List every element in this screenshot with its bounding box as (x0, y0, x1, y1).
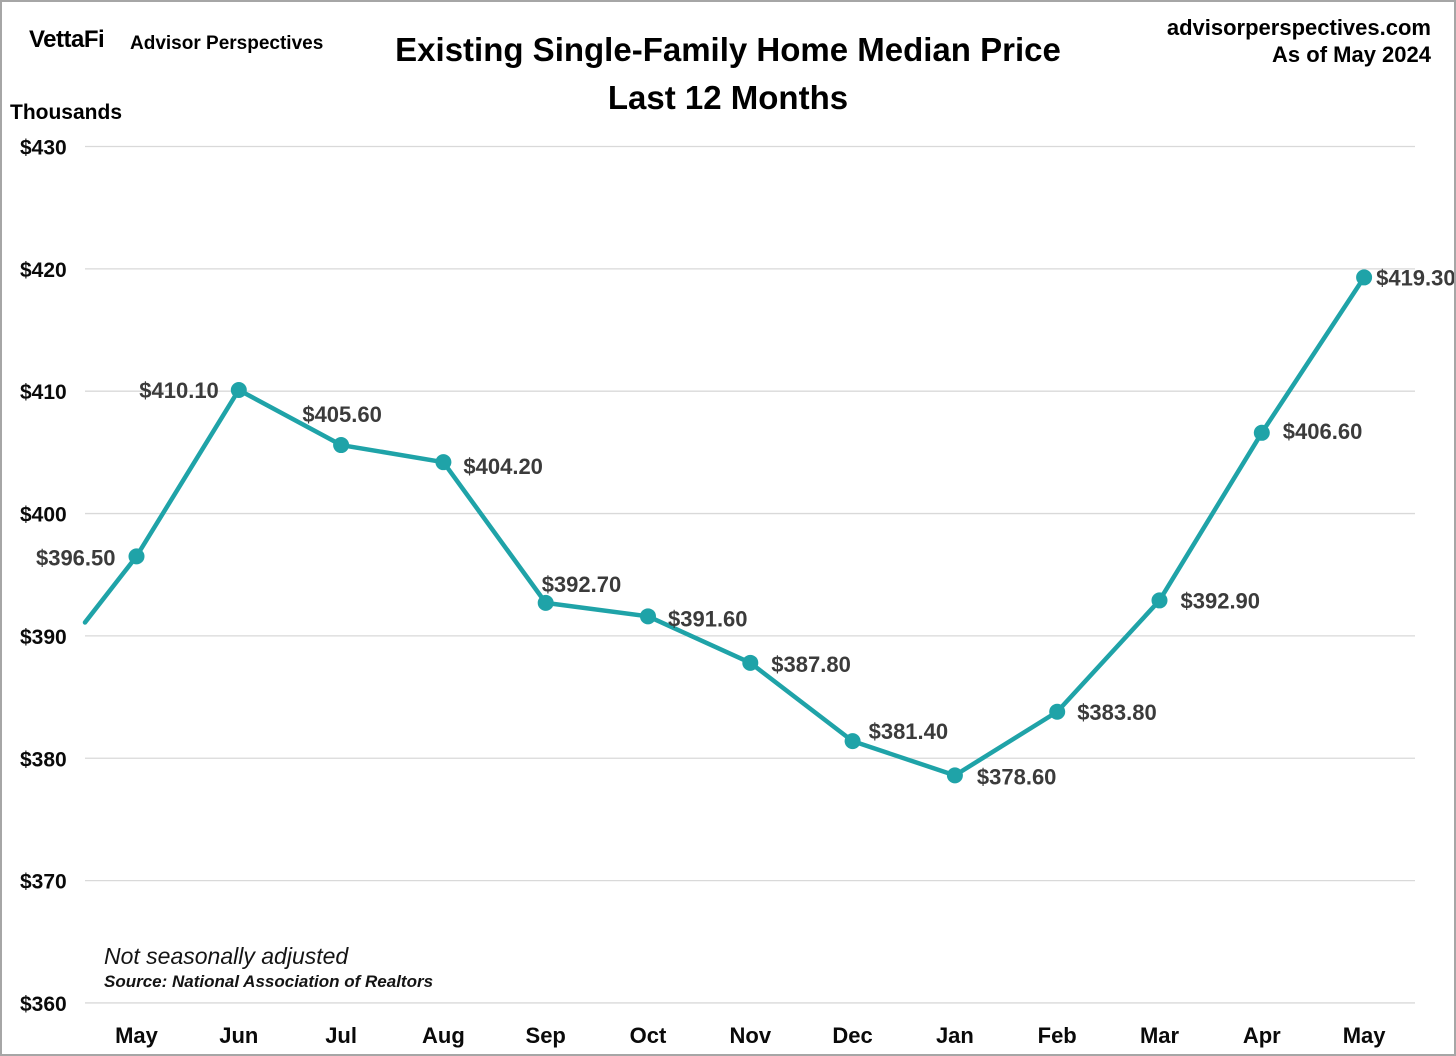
data-point-7-dec (844, 733, 861, 750)
data-point-6-nov (742, 654, 759, 671)
data-point-12-may (1356, 269, 1373, 286)
chart-title-line1: Existing Single-Family Home Median Price (395, 31, 1061, 68)
chart-title-line2: Last 12 Months (607, 79, 849, 116)
website-label: advisorperspectives.com (1166, 15, 1431, 40)
attribution-block: advisorperspectives.com As of May 2024 (1167, 14, 1431, 68)
data-point-2-jul (333, 437, 350, 454)
data-point-4-sep (537, 594, 554, 611)
x-tick-label-5-oct: Oct (630, 1023, 667, 1048)
data-label-6-nov: $387.80 (771, 652, 851, 677)
data-point-9-feb (1049, 703, 1066, 720)
data-point-11-apr (1253, 424, 1270, 441)
data-label-0-may: $396.50 (36, 545, 116, 570)
x-tick-label-0-may: May (115, 1023, 159, 1048)
x-tick-label-12-may: May (1343, 1023, 1387, 1048)
x-tick-label-6-nov: Nov (730, 1023, 772, 1048)
data-label-1-jun: $410.10 (139, 378, 219, 403)
x-tick-label-3-aug: Aug (422, 1023, 465, 1048)
data-label-10-mar: $392.90 (1181, 588, 1261, 613)
x-tick-label-11-apr: Apr (1243, 1023, 1281, 1048)
y-tick-label-430: $430 (20, 137, 67, 160)
x-tick-label-4-sep: Sep (526, 1023, 566, 1048)
data-point-10-mar (1151, 592, 1168, 609)
advisor-perspectives-label: Advisor Perspectives (130, 33, 324, 54)
x-tick-label-2-jul: Jul (325, 1023, 357, 1048)
y-tick-label-410: $410 (20, 381, 67, 404)
y-tick-label-380: $380 (20, 748, 67, 771)
data-point-1-jun (230, 381, 247, 398)
data-label-2-jul: $405.60 (302, 402, 382, 427)
data-point-5-oct (640, 608, 656, 625)
median-price-line (82, 275, 1367, 778)
y-tick-label-360: $360 (20, 993, 67, 1016)
data-label-5-oct: $391.60 (668, 606, 748, 631)
y-axis-unit-label: Thousands (10, 101, 123, 124)
y-tick-label-370: $370 (20, 871, 67, 894)
data-label-8-jan: $378.60 (977, 764, 1057, 789)
data-label-12-may: $419.30 (1376, 265, 1456, 290)
x-tick-label-10-mar: Mar (1140, 1023, 1180, 1048)
x-tick-label-7-dec: Dec (832, 1023, 872, 1048)
note-source: Source: National Association of Realtors (104, 972, 434, 991)
vettafi-logo: VettaFi (29, 26, 105, 53)
data-label-7-dec: $381.40 (869, 719, 949, 744)
x-tick-label-1-jun: Jun (219, 1023, 258, 1048)
data-point-3-aug (435, 454, 452, 471)
data-label-4-sep: $392.70 (542, 572, 622, 597)
data-label-11-apr: $406.60 (1283, 419, 1363, 444)
x-tick-label-9-feb: Feb (1038, 1023, 1077, 1048)
y-tick-label-420: $420 (20, 259, 67, 282)
note-not-seasonally-adjusted: Not seasonally adjusted (104, 943, 349, 969)
y-tick-label-390: $390 (20, 626, 67, 649)
y-tick-label-400: $400 (20, 504, 67, 527)
as-of-date-label: As of May 2024 (1272, 42, 1431, 67)
data-label-3-aug: $404.20 (463, 454, 543, 479)
data-label-9-feb: $383.80 (1077, 700, 1157, 725)
x-tick-label-8-jan: Jan (936, 1023, 974, 1048)
data-point-8-jan (946, 767, 963, 784)
data-point-0-may (128, 548, 145, 565)
chart-title: Existing Single-Family Home Median Price… (2, 26, 1454, 122)
